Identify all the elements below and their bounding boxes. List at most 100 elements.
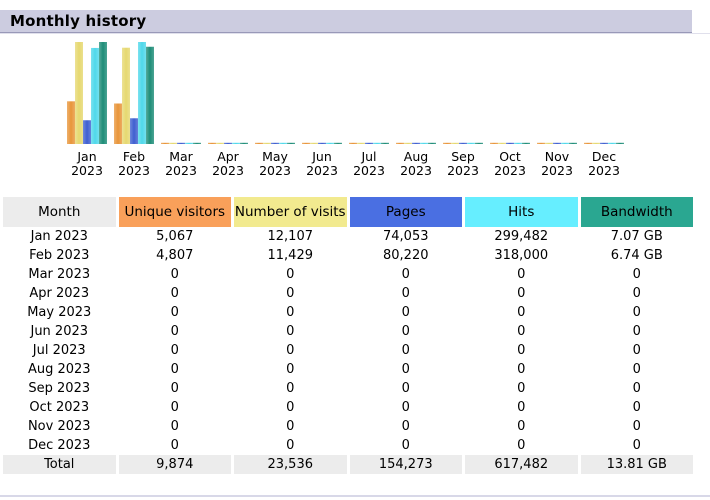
bar-bandwidth-jan	[99, 42, 107, 144]
cell-pages: 80,220	[383, 248, 429, 263]
table-header-row: Month Unique visitors Number of visits P…	[3, 197, 693, 227]
bar-pages-mar	[177, 142, 185, 144]
cell-bandwidth: 7.07 GB	[610, 229, 663, 244]
cell-visitors: 0	[170, 438, 179, 453]
bar-pages-nov	[553, 142, 561, 144]
bar-hits-aug	[420, 142, 428, 144]
total-label: Total	[3, 455, 116, 474]
bar-hits-jun	[326, 142, 334, 144]
month-label-name: Mar	[169, 149, 193, 164]
cell-pages: 0	[401, 400, 410, 415]
cell-month: Apr 2023	[29, 286, 90, 301]
cell-visits: 0	[286, 438, 295, 453]
month-label-name: Aug	[403, 149, 429, 164]
cell-month: Jan 2023	[30, 229, 88, 244]
table-row: Sep 2023 0 0 0 0 0	[3, 379, 693, 398]
month-label-year: 2023	[118, 163, 150, 178]
table-row: Aug 2023 0 0 0 0 0	[3, 360, 693, 379]
cell-visitors: 0	[170, 362, 179, 377]
cell-bandwidth: 0	[632, 438, 641, 453]
cell-visitors: 4,807	[156, 248, 194, 263]
bar-hits-may	[279, 142, 287, 144]
bar-pages-dec	[600, 142, 608, 144]
cell-month: Jun 2023	[30, 324, 89, 339]
month-label: Jun 2023	[297, 150, 347, 178]
month-label: Apr 2023	[203, 150, 253, 178]
cell-visitors: 0	[170, 286, 179, 301]
total-bandwidth: 13.81 GB	[580, 455, 693, 474]
cell-bandwidth: 0	[632, 362, 641, 377]
month-label-year: 2023	[259, 163, 291, 178]
table-row: Jun 2023 0 0 0 0 0	[3, 322, 693, 341]
cell-pages: 0	[401, 267, 410, 282]
cell-month: Oct 2023	[29, 400, 90, 415]
header-bandwidth: Bandwidth	[580, 197, 693, 227]
table-row: Apr 2023 0 0 0 0 0	[3, 284, 693, 303]
month-label-year: 2023	[306, 163, 338, 178]
bar-bandwidth-nov	[569, 142, 577, 144]
bar-visitors-oct	[490, 142, 498, 144]
cell-visits: 0	[286, 343, 295, 358]
month-label-name: Jun	[312, 149, 332, 164]
bar-visitors-jan	[67, 101, 75, 144]
month-label-name: May	[262, 149, 288, 164]
cell-visitors: 0	[170, 381, 179, 396]
bar-pages-jun	[318, 142, 326, 144]
month-label-name: Apr	[217, 149, 239, 164]
bar-hits-oct	[514, 142, 522, 144]
bar-pages-oct	[506, 142, 514, 144]
bar-bandwidth-jun	[334, 142, 342, 144]
cell-pages: 0	[401, 305, 410, 320]
month-label-year: 2023	[588, 163, 620, 178]
cell-bandwidth: 0	[632, 400, 641, 415]
bar-pages-may	[271, 142, 279, 144]
total-hits: 617,482	[465, 455, 578, 474]
header-hits: Hits	[465, 197, 578, 227]
cell-bandwidth: 0	[632, 267, 641, 282]
cell-bandwidth: 0	[632, 419, 641, 434]
month-label: Feb 2023	[109, 150, 159, 178]
month-label-year: 2023	[400, 163, 432, 178]
cell-visits: 12,107	[267, 229, 314, 244]
month-label: Mar 2023	[156, 150, 206, 178]
monthly-stats-table: Month Unique visitors Number of visits P…	[0, 197, 696, 474]
cell-month: Sep 2023	[28, 381, 91, 396]
table-row: Dec 2023 0 0 0 0 0	[3, 436, 693, 455]
table-total-row: Total 9,874 23,536 154,273 617,482 13.81…	[3, 455, 693, 474]
cell-visits: 0	[286, 381, 295, 396]
cell-bandwidth: 0	[632, 305, 641, 320]
cell-visitors: 0	[170, 400, 179, 415]
cell-pages: 0	[401, 362, 410, 377]
bar-visitors-apr	[208, 142, 216, 144]
bar-hits-nov	[561, 142, 569, 144]
month-label-year: 2023	[353, 163, 385, 178]
bar-bandwidth-mar	[193, 142, 201, 144]
bar-visits-mar	[169, 142, 177, 144]
cell-visitors: 5,067	[156, 229, 194, 244]
table-row: Jul 2023 0 0 0 0 0	[3, 341, 693, 360]
cell-visitors: 0	[170, 267, 179, 282]
bar-visitors-dec	[584, 142, 592, 144]
cell-visitors: 0	[170, 324, 179, 339]
bar-pages-jan	[83, 120, 91, 144]
cell-bandwidth: 0	[632, 324, 641, 339]
bar-pages-feb	[130, 118, 138, 144]
cell-hits: 0	[517, 362, 526, 377]
cell-pages: 0	[401, 438, 410, 453]
bar-hits-feb	[138, 42, 146, 144]
header-month: Month	[3, 197, 116, 227]
bar-bandwidth-apr	[240, 142, 248, 144]
header-unique-visitors: Unique visitors	[118, 197, 231, 227]
bar-bandwidth-dec	[616, 142, 624, 144]
cell-hits: 299,482	[494, 229, 549, 244]
cell-visits: 0	[286, 419, 295, 434]
bar-bandwidth-aug	[428, 142, 436, 144]
month-label: Nov 2023	[532, 150, 582, 178]
cell-visits: 0	[286, 324, 295, 339]
month-label-year: 2023	[494, 163, 526, 178]
total-pages: 154,273	[349, 455, 462, 474]
table-row: Oct 2023 0 0 0 0 0	[3, 398, 693, 417]
bar-pages-aug	[412, 142, 420, 144]
month-label: Oct 2023	[485, 150, 535, 178]
cell-hits: 0	[517, 286, 526, 301]
